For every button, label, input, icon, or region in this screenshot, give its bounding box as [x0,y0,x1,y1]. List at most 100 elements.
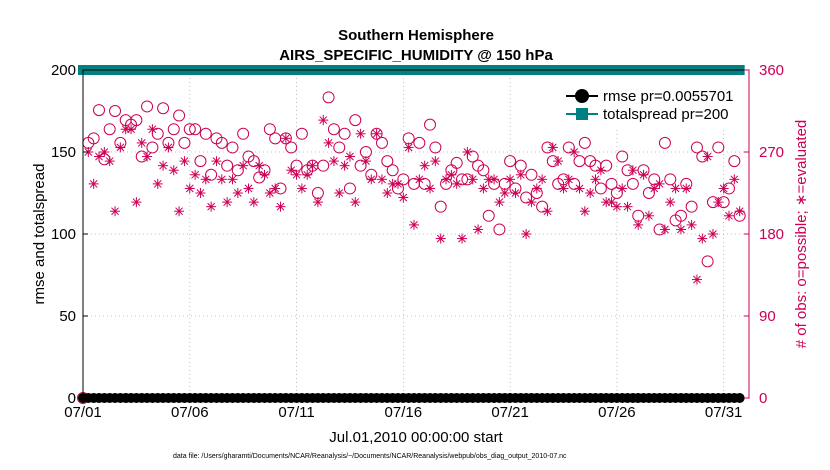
obs-evaluated-point [254,160,265,171]
obs-evaluated-point [355,128,366,139]
y-left-tick-label: 150 [51,144,76,161]
obs-evaluated-point [168,165,179,176]
obs-possible-point [189,123,202,136]
data-file-note: data file: /Users/gharamti/Documents/NCA… [173,453,567,460]
obs-evaluated-point [670,183,681,194]
obs-evaluated-point [622,201,633,212]
obs-possible-point [295,127,308,140]
x-axis: 07/01 07/06 07/11 07/16 07/21 07/26 07/31 [64,393,742,421]
obs-evaluated-point [633,219,644,230]
obs-evaluated-point [232,188,243,198]
obs-evaluated-point [723,210,734,221]
obs-evaluated-point [216,174,227,185]
obs-evaluated-point [136,137,147,148]
obs-possible-point [418,177,431,190]
obs-possible-point [370,127,383,140]
obs-possible-point [610,187,623,199]
obs-possible-point [701,255,714,268]
obs-possible-point [525,168,538,181]
x-tick-label: 07/11 [278,404,314,421]
obs-evaluated-point [222,197,233,208]
obs-possible-point [434,200,447,213]
obs-evaluated-point [382,188,393,198]
y-right-tick-label: 360 [759,62,784,79]
obs-possible-point [616,150,629,163]
obs-evaluated-point [595,165,606,176]
obs-possible-point [664,173,677,186]
obs-possible-point [520,191,533,204]
obs-evaluated-point [158,160,169,171]
obs-possible-point [263,123,276,136]
obs-evaluated-point [553,156,564,167]
obs-evaluated-point [94,151,105,162]
obs-evaluated-point [302,169,313,180]
obs-evaluated-point [110,206,121,217]
obs-evaluated-point [489,174,500,185]
legend-rmse-label: rmse pr=0.0055701 [603,88,734,105]
y-left-tick-label: 50 [59,308,76,325]
obs-evaluated-point [643,210,654,221]
obs-evaluated-point [505,174,516,185]
obs-possible-point [333,141,346,154]
obs-possible-point [375,136,388,149]
obs-evaluated-series [78,115,745,403]
obs-evaluated-point [350,197,361,208]
legend: rmse pr=0.0055701 totalspread pr=200 [558,76,744,128]
obs-evaluated-point [537,174,548,185]
obs-possible-point [514,159,527,172]
obs-evaluated-point [691,274,702,285]
obs-possible-point [199,127,212,140]
y-right-tick-label: 90 [759,308,776,325]
obs-possible-point [226,141,239,154]
obs-evaluated-point [707,229,718,239]
obs-evaluated-point [713,197,724,208]
obs-possible-point [221,159,234,172]
obs-evaluated-point [398,192,409,203]
obs-possible-point [482,209,495,222]
obs-possible-point [450,156,463,169]
obs-evaluated-point [392,178,403,189]
obs-possible-point [386,164,399,177]
obs-possible-point [338,127,351,140]
obs-possible-point [141,100,154,113]
obs-possible-point [413,136,426,149]
y-right-tick-label: 270 [759,144,784,161]
obs-possible-point [167,123,180,136]
legend-box [558,76,744,128]
obs-evaluated-point [195,188,206,198]
obs-evaluated-point [409,219,419,230]
obs-evaluated-point [227,174,238,185]
obs-possible-point [477,164,490,177]
obs-evaluated-point [318,115,329,126]
y-right-tick-label: 0 [759,390,767,407]
obs-evaluated-point [718,183,729,194]
obs-evaluated-point [563,174,574,185]
obs-possible-point [285,141,298,154]
legend-rmse-marker [575,89,589,103]
obs-evaluated-point [286,165,297,176]
obs-evaluated-point [163,142,174,153]
obs-possible-point [568,177,581,190]
obs-evaluated-point [291,169,302,180]
obs-possible-point [648,173,661,186]
x-tick-label: 07/26 [598,404,636,421]
obs-evaluated-point [115,142,126,153]
obs-evaluated-point [590,174,601,185]
obs-evaluated-point [734,206,745,217]
obs-evaluated-point [259,169,270,180]
y-axis-left-label: rmse and totalspread [31,164,48,305]
y-right-tick-label: 180 [759,226,784,243]
obs-possible-point [562,141,575,154]
obs-possible-point [349,114,362,127]
obs-evaluated-point [307,160,318,171]
y-axis-right: 0 90 180 270 360 [744,62,784,407]
obs-possible-point [573,155,586,168]
obs-evaluated-point [467,174,478,185]
obs-evaluated-point [558,183,569,194]
obs-evaluated-point [462,147,473,157]
obs-possible-point [642,187,655,199]
obs-evaluated-point [617,183,628,194]
obs-evaluated-point [403,142,414,153]
obs-possible-point [93,104,106,117]
obs-evaluated-point [446,169,457,180]
